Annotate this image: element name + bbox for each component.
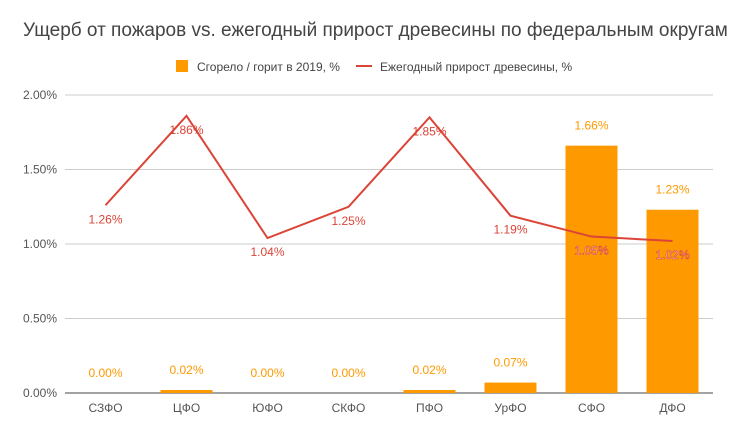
- x-tick-label: ЦФО: [173, 401, 200, 415]
- y-tick-label: 0.50%: [23, 312, 57, 326]
- bar-data-label: 0.02%: [412, 363, 446, 377]
- bar-data-label: 0.02%: [169, 363, 203, 377]
- bar-data-label: 0.00%: [88, 366, 122, 380]
- legend-swatch-bar: [176, 60, 188, 72]
- series-line: [104, 114, 673, 243]
- bar-data-label: 0.00%: [250, 366, 284, 380]
- bar: [484, 382, 537, 393]
- line-data-label: 1.04%: [250, 245, 284, 259]
- line-data-label: 1.85%: [412, 124, 446, 138]
- bar-data-label: 0.00%: [331, 366, 365, 380]
- y-tick-label: 1.50%: [23, 163, 57, 177]
- bar: [565, 145, 618, 393]
- chart-title: Ущерб от пожаров vs. ежегодный прирост д…: [23, 20, 728, 41]
- line-data-label: 1.25%: [331, 214, 365, 228]
- x-tick-label: СЗФО: [88, 401, 122, 415]
- x-tick-label: ПФО: [416, 401, 443, 415]
- bar-data-label: 1.23%: [655, 183, 689, 197]
- bar-data-label: 0.07%: [493, 356, 527, 370]
- bar: [403, 390, 456, 393]
- bar-data-label: 1.66%: [574, 119, 608, 133]
- x-tick-label: СФО: [578, 401, 605, 415]
- y-tick-label: 1.00%: [23, 237, 57, 251]
- legend-label-line: Ежегодный прирост древесины, %: [380, 60, 572, 74]
- y-tick-label: 2.00%: [23, 88, 57, 102]
- line-data-label: 1.26%: [88, 212, 122, 226]
- bar: [646, 209, 699, 393]
- x-tick-label: УрФО: [494, 401, 526, 415]
- x-tick-label: ЮФО: [252, 401, 283, 415]
- line-data-label: 1.02%: [655, 248, 689, 262]
- line-data-label: 1.05%: [574, 244, 608, 258]
- line-data-label: 1.86%: [169, 123, 203, 137]
- x-tick-label: СКФО: [332, 401, 366, 415]
- line-data-label: 1.19%: [493, 223, 527, 237]
- legend-label-bar: Сгорело / горит в 2019, %: [197, 60, 340, 74]
- y-tick-label: 0.00%: [23, 386, 57, 400]
- x-tick-label: ДФО: [659, 401, 685, 415]
- bar: [160, 390, 213, 393]
